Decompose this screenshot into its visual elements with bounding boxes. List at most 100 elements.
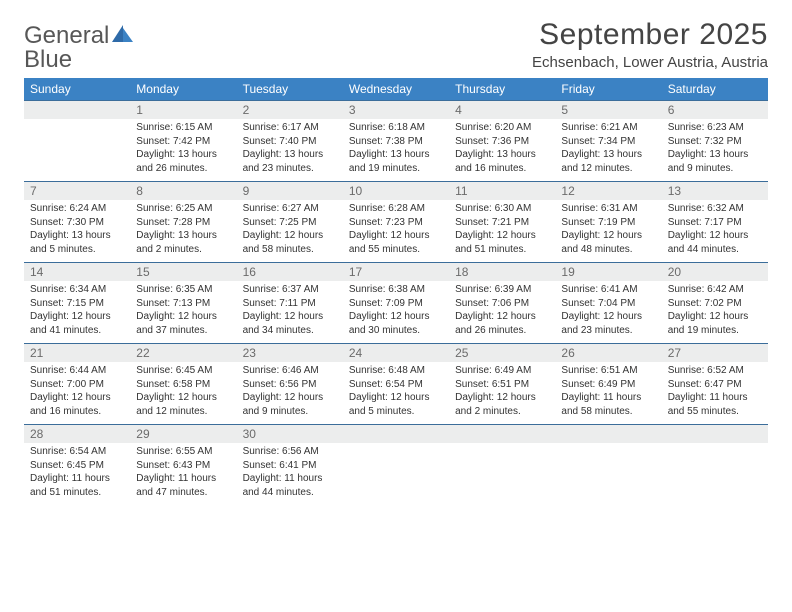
day-number: 23 <box>237 344 343 363</box>
day-number: 30 <box>237 425 343 444</box>
day-number <box>449 425 555 444</box>
sunset-text: Sunset: 7:02 PM <box>668 297 762 311</box>
sunrise-text: Sunrise: 6:49 AM <box>455 364 549 378</box>
day-cell: Sunrise: 6:32 AMSunset: 7:17 PMDaylight:… <box>662 200 768 263</box>
sunrise-text: Sunrise: 6:18 AM <box>349 121 443 135</box>
daylight-text: Daylight: 12 hours and 48 minutes. <box>561 229 655 256</box>
sunrise-text: Sunrise: 6:42 AM <box>668 283 762 297</box>
day-number-row: 282930 <box>24 425 768 444</box>
day-cell <box>24 119 130 182</box>
day-cell: Sunrise: 6:18 AMSunset: 7:38 PMDaylight:… <box>343 119 449 182</box>
day-number <box>343 425 449 444</box>
day-number: 11 <box>449 182 555 201</box>
sunset-text: Sunset: 7:11 PM <box>243 297 337 311</box>
sunrise-text: Sunrise: 6:35 AM <box>136 283 230 297</box>
sunrise-text: Sunrise: 6:54 AM <box>30 445 124 459</box>
sunset-text: Sunset: 6:41 PM <box>243 459 337 473</box>
sunset-text: Sunset: 7:00 PM <box>30 378 124 392</box>
sunrise-text: Sunrise: 6:45 AM <box>136 364 230 378</box>
day-number: 1 <box>130 101 236 120</box>
sunset-text: Sunset: 6:47 PM <box>668 378 762 392</box>
sunrise-text: Sunrise: 6:23 AM <box>668 121 762 135</box>
daylight-text: Daylight: 12 hours and 26 minutes. <box>455 310 549 337</box>
calendar-table: Sunday Monday Tuesday Wednesday Thursday… <box>24 78 768 505</box>
sunrise-text: Sunrise: 6:27 AM <box>243 202 337 216</box>
daylight-text: Daylight: 12 hours and 23 minutes. <box>561 310 655 337</box>
location-subtitle: Echsenbach, Lower Austria, Austria <box>532 54 768 71</box>
daylight-text: Daylight: 12 hours and 51 minutes. <box>455 229 549 256</box>
daylight-text: Daylight: 11 hours and 55 minutes. <box>668 391 762 418</box>
logo-word2: Blue <box>24 46 72 73</box>
day-number: 8 <box>130 182 236 201</box>
day-cell: Sunrise: 6:52 AMSunset: 6:47 PMDaylight:… <box>662 362 768 425</box>
sunset-text: Sunset: 7:09 PM <box>349 297 443 311</box>
sunrise-text: Sunrise: 6:17 AM <box>243 121 337 135</box>
day-number: 22 <box>130 344 236 363</box>
sunset-text: Sunset: 7:15 PM <box>30 297 124 311</box>
sunrise-text: Sunrise: 6:41 AM <box>561 283 655 297</box>
day-cell: Sunrise: 6:45 AMSunset: 6:58 PMDaylight:… <box>130 362 236 425</box>
sunset-text: Sunset: 7:32 PM <box>668 135 762 149</box>
day-content-row: Sunrise: 6:15 AMSunset: 7:42 PMDaylight:… <box>24 119 768 182</box>
day-cell: Sunrise: 6:55 AMSunset: 6:43 PMDaylight:… <box>130 443 236 505</box>
day-cell <box>662 443 768 505</box>
day-cell: Sunrise: 6:49 AMSunset: 6:51 PMDaylight:… <box>449 362 555 425</box>
sunset-text: Sunset: 7:23 PM <box>349 216 443 230</box>
sunset-text: Sunset: 7:30 PM <box>30 216 124 230</box>
daylight-text: Daylight: 11 hours and 44 minutes. <box>243 472 337 499</box>
sunset-text: Sunset: 6:56 PM <box>243 378 337 392</box>
day-number: 9 <box>237 182 343 201</box>
sunset-text: Sunset: 6:58 PM <box>136 378 230 392</box>
day-header-row: Sunday Monday Tuesday Wednesday Thursday… <box>24 78 768 101</box>
daylight-text: Daylight: 12 hours and 19 minutes. <box>668 310 762 337</box>
sunset-text: Sunset: 7:28 PM <box>136 216 230 230</box>
day-content-row: Sunrise: 6:54 AMSunset: 6:45 PMDaylight:… <box>24 443 768 505</box>
day-cell: Sunrise: 6:56 AMSunset: 6:41 PMDaylight:… <box>237 443 343 505</box>
sunset-text: Sunset: 7:13 PM <box>136 297 230 311</box>
day-header: Saturday <box>662 78 768 101</box>
day-number: 25 <box>449 344 555 363</box>
sunset-text: Sunset: 7:06 PM <box>455 297 549 311</box>
day-header: Wednesday <box>343 78 449 101</box>
day-number: 3 <box>343 101 449 120</box>
day-cell: Sunrise: 6:20 AMSunset: 7:36 PMDaylight:… <box>449 119 555 182</box>
daylight-text: Daylight: 13 hours and 9 minutes. <box>668 148 762 175</box>
sunrise-text: Sunrise: 6:21 AM <box>561 121 655 135</box>
day-number: 14 <box>24 263 130 282</box>
day-number: 26 <box>555 344 661 363</box>
sunrise-text: Sunrise: 6:48 AM <box>349 364 443 378</box>
day-cell: Sunrise: 6:37 AMSunset: 7:11 PMDaylight:… <box>237 281 343 344</box>
day-header: Tuesday <box>237 78 343 101</box>
day-number: 13 <box>662 182 768 201</box>
sunrise-text: Sunrise: 6:56 AM <box>243 445 337 459</box>
day-cell: Sunrise: 6:42 AMSunset: 7:02 PMDaylight:… <box>662 281 768 344</box>
sunset-text: Sunset: 7:21 PM <box>455 216 549 230</box>
sunrise-text: Sunrise: 6:28 AM <box>349 202 443 216</box>
day-cell: Sunrise: 6:24 AMSunset: 7:30 PMDaylight:… <box>24 200 130 263</box>
day-content-row: Sunrise: 6:44 AMSunset: 7:00 PMDaylight:… <box>24 362 768 425</box>
sunset-text: Sunset: 7:34 PM <box>561 135 655 149</box>
day-number: 16 <box>237 263 343 282</box>
day-header: Sunday <box>24 78 130 101</box>
daylight-text: Daylight: 12 hours and 2 minutes. <box>455 391 549 418</box>
day-number: 2 <box>237 101 343 120</box>
day-cell: Sunrise: 6:38 AMSunset: 7:09 PMDaylight:… <box>343 281 449 344</box>
daylight-text: Daylight: 12 hours and 41 minutes. <box>30 310 124 337</box>
daylight-text: Daylight: 13 hours and 5 minutes. <box>30 229 124 256</box>
sunset-text: Sunset: 7:17 PM <box>668 216 762 230</box>
day-cell: Sunrise: 6:48 AMSunset: 6:54 PMDaylight:… <box>343 362 449 425</box>
day-cell: Sunrise: 6:44 AMSunset: 7:00 PMDaylight:… <box>24 362 130 425</box>
day-number: 27 <box>662 344 768 363</box>
day-number: 20 <box>662 263 768 282</box>
day-cell: Sunrise: 6:46 AMSunset: 6:56 PMDaylight:… <box>237 362 343 425</box>
daylight-text: Daylight: 12 hours and 30 minutes. <box>349 310 443 337</box>
sunrise-text: Sunrise: 6:15 AM <box>136 121 230 135</box>
sunset-text: Sunset: 7:40 PM <box>243 135 337 149</box>
day-number: 5 <box>555 101 661 120</box>
daylight-text: Daylight: 11 hours and 51 minutes. <box>30 472 124 499</box>
daylight-text: Daylight: 12 hours and 12 minutes. <box>136 391 230 418</box>
sunrise-text: Sunrise: 6:31 AM <box>561 202 655 216</box>
day-cell: Sunrise: 6:21 AMSunset: 7:34 PMDaylight:… <box>555 119 661 182</box>
daylight-text: Daylight: 13 hours and 16 minutes. <box>455 148 549 175</box>
logo: General Blue <box>24 18 134 72</box>
